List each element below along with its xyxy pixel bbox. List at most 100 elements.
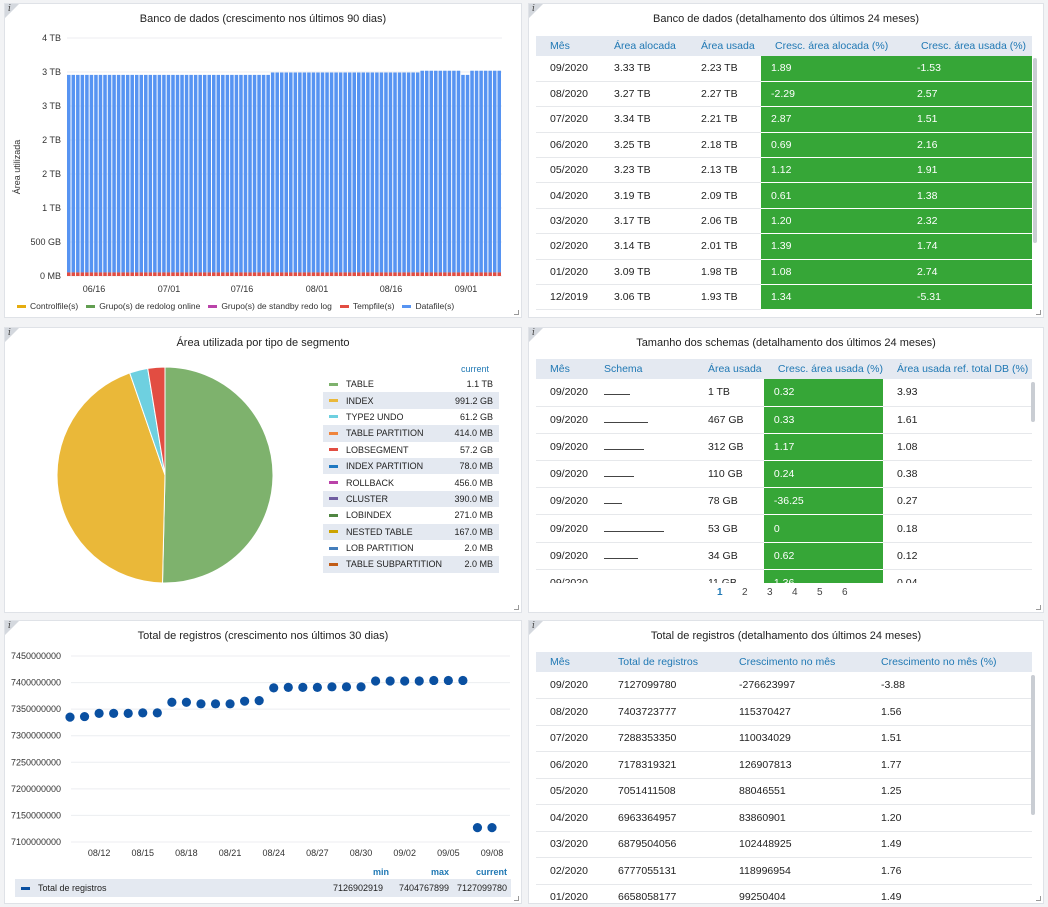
bar-datafile[interactable] (429, 70, 434, 273)
data-point[interactable] (327, 682, 337, 692)
bar-tempfile[interactable] (488, 272, 492, 276)
bar-tempfile[interactable] (307, 272, 311, 276)
bar-datafile[interactable] (212, 74, 216, 273)
bar-tempfile[interactable] (289, 272, 293, 276)
bar-tempfile[interactable] (107, 272, 112, 276)
table-row[interactable]: 08/2020 7403723777 115370427 1.56 (536, 698, 1032, 726)
info-icon[interactable]: i (532, 328, 535, 338)
bar-datafile[interactable] (357, 72, 361, 273)
panel-menu-corner[interactable] (529, 4, 543, 18)
bar-datafile[interactable] (343, 72, 347, 273)
table-row[interactable]: 09/2020 34 GB 0.62 0.12 (536, 542, 1032, 570)
column-header[interactable]: Schema (589, 359, 694, 379)
bar-tempfile[interactable] (180, 272, 184, 276)
bar-datafile[interactable] (492, 70, 497, 273)
bar-tempfile[interactable] (261, 272, 266, 276)
bar-tempfile[interactable] (443, 272, 447, 276)
legend-item[interactable]: NESTED TABLE 167.0 MB (323, 523, 499, 540)
data-point[interactable] (123, 708, 133, 718)
bar-tempfile[interactable] (202, 272, 207, 276)
bar-tempfile[interactable] (357, 272, 361, 276)
data-point[interactable] (269, 683, 279, 693)
column-header[interactable]: Cresc. área alocada (%) (761, 36, 907, 56)
bar-tempfile[interactable] (465, 272, 470, 276)
info-icon[interactable]: i (532, 4, 535, 14)
bar-tempfile[interactable] (361, 272, 366, 276)
bar-tempfile[interactable] (406, 272, 411, 276)
bar-tempfile[interactable] (452, 272, 456, 276)
bar-datafile[interactable] (388, 72, 393, 273)
bar-datafile[interactable] (207, 74, 211, 273)
bar-tempfile[interactable] (85, 272, 89, 276)
bar-tempfile[interactable] (270, 272, 275, 276)
bar-datafile[interactable] (393, 72, 397, 273)
bar-tempfile[interactable] (320, 272, 325, 276)
page-link-5[interactable]: 5 (817, 587, 823, 598)
bar-datafile[interactable] (139, 74, 144, 273)
data-point[interactable] (254, 696, 264, 706)
bar-tempfile[interactable] (225, 272, 230, 276)
bar-tempfile[interactable] (275, 272, 279, 276)
bar-tempfile[interactable] (212, 272, 216, 276)
bar-datafile[interactable] (239, 74, 243, 273)
bar-tempfile[interactable] (298, 272, 302, 276)
bar-tempfile[interactable] (375, 272, 379, 276)
bar-datafile[interactable] (94, 74, 98, 273)
bar-datafile[interactable] (470, 70, 474, 273)
table-row[interactable]: 03/2020 6879504056 102448925 1.49 (536, 831, 1032, 858)
page-link-3[interactable]: 3 (767, 587, 773, 598)
bar-datafile[interactable] (198, 74, 202, 273)
data-point[interactable] (65, 712, 75, 722)
table-row[interactable]: 06/2020 7178319321 126907813 1.77 (536, 751, 1032, 779)
bar-datafile[interactable] (248, 74, 252, 273)
data-point[interactable] (94, 708, 104, 718)
table-row[interactable]: 05/2020 7051411508 88046551 1.25 (536, 778, 1032, 805)
bar-tempfile[interactable] (379, 272, 384, 276)
bar-tempfile[interactable] (76, 272, 80, 276)
bar-datafile[interactable] (157, 74, 162, 273)
bar-tempfile[interactable] (153, 272, 157, 276)
legend-item[interactable]: Datafile(s) (402, 301, 454, 311)
bar-tempfile[interactable] (434, 272, 438, 276)
table-row[interactable]: 09/2020 110 GB 0.24 0.38 (536, 460, 1032, 489)
legend-item[interactable]: Tempfile(s) (339, 301, 394, 311)
column-header[interactable]: Mês (536, 36, 600, 56)
data-point[interactable] (370, 676, 381, 686)
bar-datafile[interactable] (107, 74, 112, 273)
bar-datafile[interactable] (293, 72, 298, 273)
legend-item[interactable]: TABLE PARTITION 414.0 MB (323, 425, 499, 442)
data-point[interactable] (472, 823, 483, 833)
page-link-6[interactable]: 6 (842, 587, 848, 598)
bar-datafile[interactable] (252, 74, 257, 273)
bar-datafile[interactable] (180, 74, 184, 273)
data-point[interactable] (312, 682, 322, 692)
bar-datafile[interactable] (275, 72, 279, 273)
column-header[interactable]: Total de registros (604, 652, 725, 672)
bar-tempfile[interactable] (198, 272, 202, 276)
legend-current-header[interactable]: current (475, 867, 507, 877)
bar-datafile[interactable] (85, 74, 89, 273)
legend-item[interactable]: LOB PARTITION 2.0 MB (323, 540, 499, 556)
bar-tempfile[interactable] (162, 272, 166, 276)
data-point[interactable] (385, 676, 395, 686)
data-point[interactable] (79, 711, 90, 722)
bar-datafile[interactable] (379, 72, 384, 273)
bar-tempfile[interactable] (474, 272, 479, 276)
bar-tempfile[interactable] (483, 272, 488, 276)
legend-item[interactable]: LOBSEGMENT 57.2 GB (323, 442, 499, 458)
bar-tempfile[interactable] (438, 272, 443, 276)
bar-tempfile[interactable] (248, 272, 252, 276)
bar-tempfile[interactable] (171, 272, 175, 276)
resize-handle[interactable] (1036, 605, 1041, 610)
resize-handle[interactable] (514, 896, 519, 901)
bar-datafile[interactable] (153, 74, 157, 273)
bar-datafile[interactable] (479, 70, 483, 273)
table-row[interactable]: 02/2020 3.14 TB 2.01 TB 1.39 1.74 (536, 233, 1032, 260)
bar-tempfile[interactable] (175, 272, 180, 276)
panel-title[interactable]: Banco de dados (detalhamento dos últimos… (653, 13, 919, 25)
bar-tempfile[interactable] (207, 272, 211, 276)
panel-title[interactable]: Total de registros (crescimento nos últi… (137, 630, 389, 642)
data-point[interactable] (429, 675, 439, 686)
panel-menu-corner[interactable] (5, 328, 19, 342)
bar-datafile[interactable] (216, 74, 221, 273)
